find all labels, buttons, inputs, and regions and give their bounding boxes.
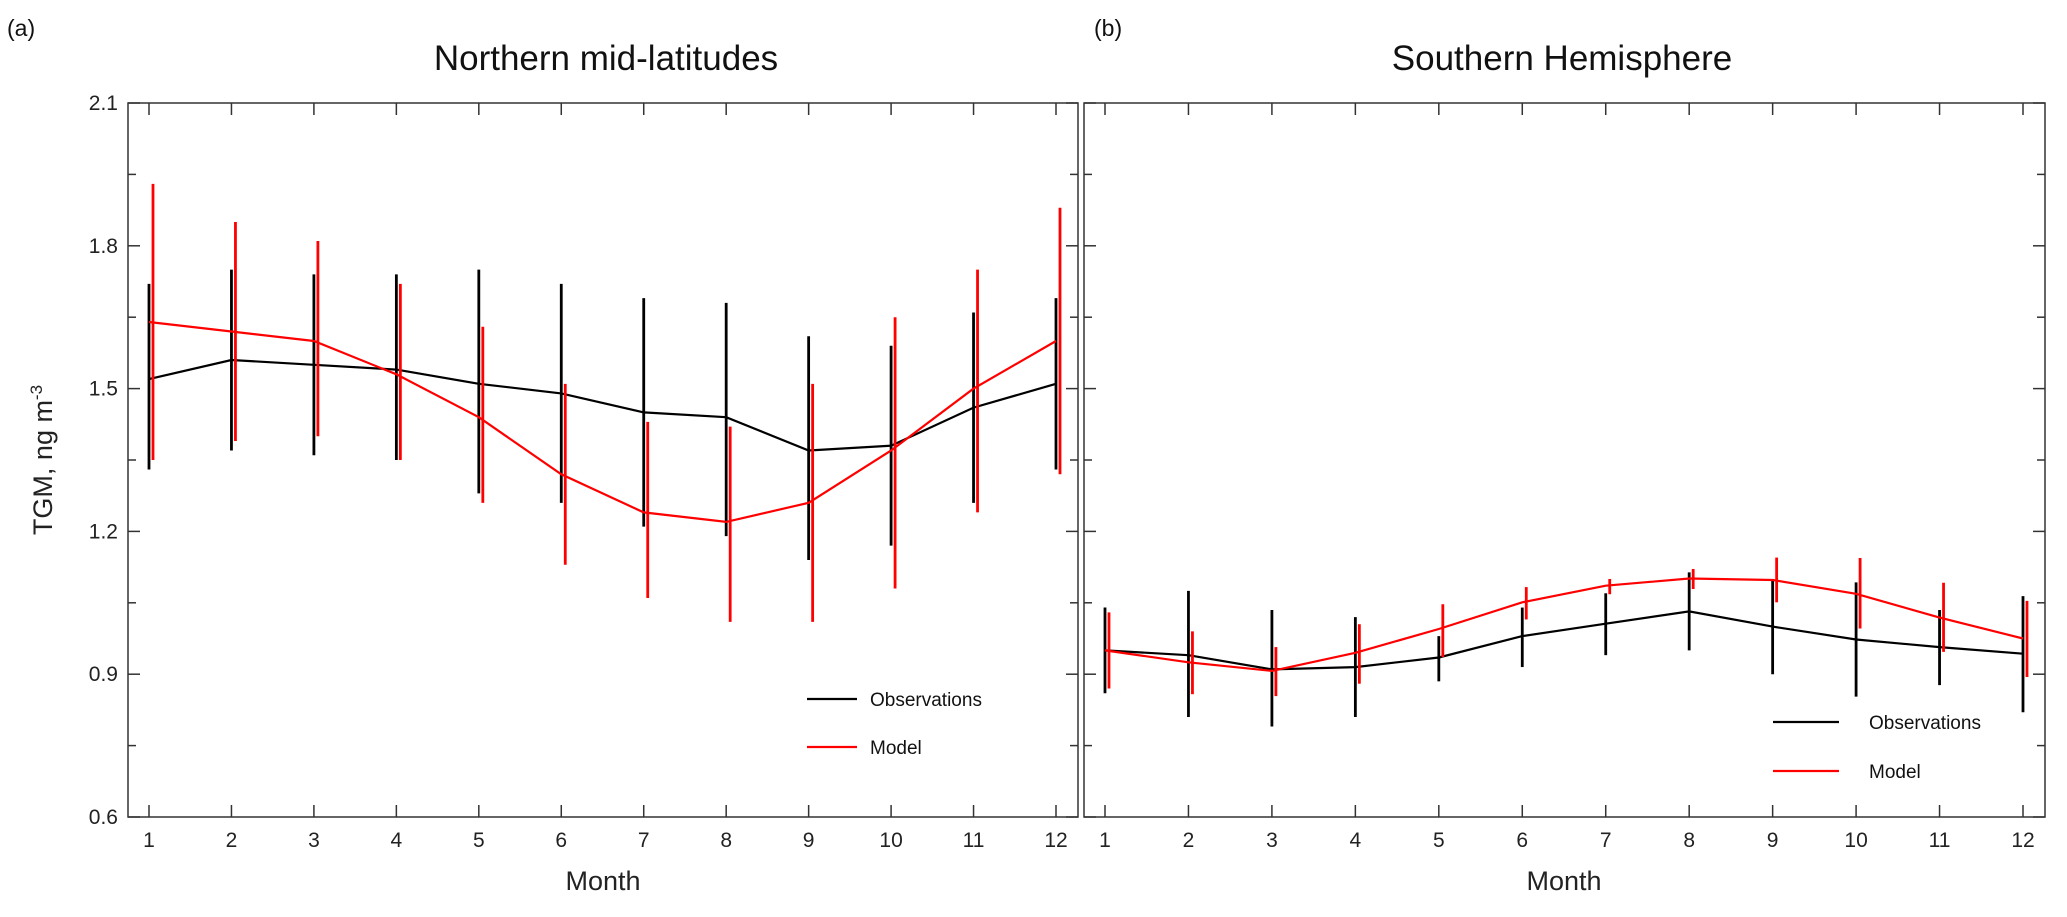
x-tick-label: 5 bbox=[1433, 829, 1445, 852]
y-axis-label-superscript: -3 bbox=[27, 385, 46, 400]
series-line-model bbox=[1104, 577, 2024, 673]
panel-a-label: (a) bbox=[7, 15, 35, 41]
x-tick-label: 12 bbox=[2011, 829, 2034, 852]
y-axis-label-text: TGM, ng m bbox=[28, 400, 58, 535]
x-tick-label: 4 bbox=[1350, 829, 1362, 852]
x-tick-label: 10 bbox=[1844, 829, 1867, 852]
legend-label-model: Model bbox=[870, 738, 922, 759]
x-tick-label: 5 bbox=[473, 829, 485, 852]
x-tick-label: 1 bbox=[1099, 829, 1111, 852]
panel-b-label: (b) bbox=[1094, 15, 1122, 41]
x-tick-label: 6 bbox=[555, 829, 567, 852]
y-tick-label: 0.6 bbox=[89, 806, 118, 829]
series-line-model bbox=[148, 320, 1057, 524]
x-tick-label: 11 bbox=[963, 829, 985, 852]
x-tick-label: 1 bbox=[143, 829, 155, 852]
x-tick-label: 8 bbox=[720, 829, 732, 852]
panel-b-xlabel: Month bbox=[1526, 866, 1601, 896]
x-tick-label: 2 bbox=[226, 829, 238, 852]
y-tick-label: 1.8 bbox=[89, 235, 118, 258]
panel-a-xlabel: Month bbox=[565, 866, 640, 896]
y-tick-label: 0.9 bbox=[89, 663, 118, 686]
x-tick-label: 7 bbox=[638, 829, 650, 852]
x-tick-label: 2 bbox=[1183, 829, 1195, 852]
y-tick-label: 1.2 bbox=[89, 520, 118, 543]
x-tick-label: 9 bbox=[803, 829, 815, 852]
panel-northern-mid-latitudes: (a) Northern mid-latitudes Month TGM, ng… bbox=[7, 15, 1079, 896]
legend-label-model: Model bbox=[1869, 762, 1921, 783]
x-tick-label: 11 bbox=[1929, 829, 1951, 852]
y-tick-label: 2.1 bbox=[89, 92, 118, 115]
plot-frame bbox=[1083, 102, 2046, 818]
x-tick-label: 6 bbox=[1516, 829, 1528, 852]
x-tick-label: 9 bbox=[1767, 829, 1779, 852]
x-tick-label: 3 bbox=[1266, 829, 1278, 852]
y-axis-label: TGM, ng m-3 bbox=[27, 385, 58, 535]
legend-label-observations: Observations bbox=[1869, 713, 1981, 734]
x-tick-label: 12 bbox=[1044, 829, 1067, 852]
x-tick-label: 7 bbox=[1600, 829, 1612, 852]
series-line-observations bbox=[148, 358, 1057, 452]
x-tick-label: 4 bbox=[391, 829, 403, 852]
x-tick-label: 3 bbox=[308, 829, 320, 852]
series-line-observations bbox=[1104, 610, 2024, 671]
x-tick-label: 8 bbox=[1683, 829, 1695, 852]
panel-b-title: Southern Hemisphere bbox=[1392, 39, 1732, 78]
y-tick-label: 1.5 bbox=[89, 378, 118, 401]
panel-a-title: Northern mid-latitudes bbox=[434, 39, 778, 78]
x-tick-label: 10 bbox=[879, 829, 902, 852]
legend-label-observations: Observations bbox=[870, 690, 982, 711]
